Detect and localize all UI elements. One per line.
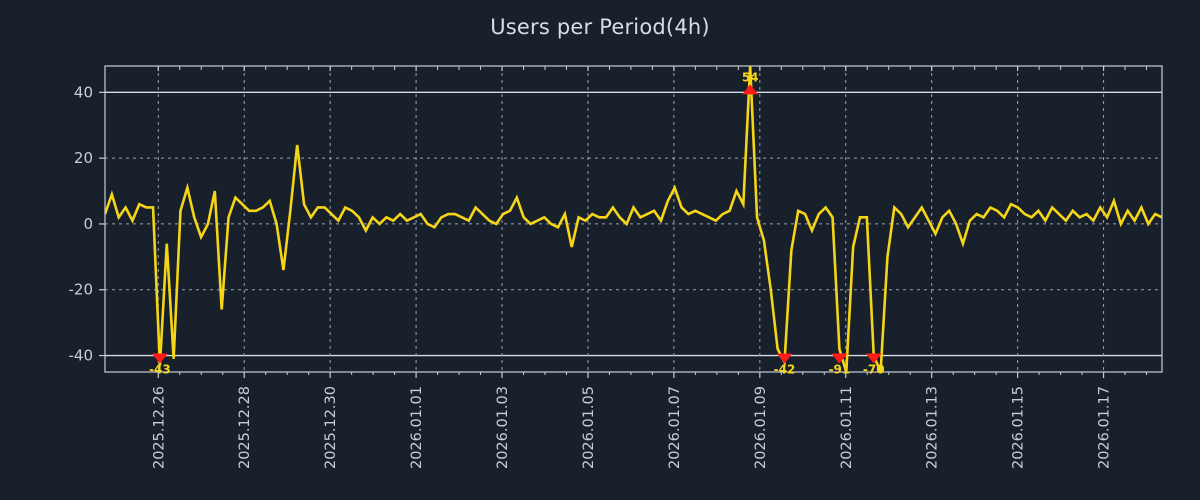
- series-line: [105, 66, 1162, 372]
- chart-title: Users per Period(4h): [490, 15, 710, 39]
- grid-lines: [104, 65, 1163, 373]
- x-tick-label: 2026.01.09: [753, 386, 769, 469]
- x-tick-label: 2025.12.28: [237, 386, 253, 469]
- annotation-markers: 54 -43 -42 -91 -70: [149, 70, 885, 376]
- annotation-marker-triangle: [831, 353, 848, 364]
- x-tick-label: 2025.12.26: [151, 386, 167, 469]
- x-tick-label: 2026.01.17: [1097, 386, 1113, 469]
- x-tick-label: 2026.01.11: [839, 386, 855, 469]
- x-tick-label: 2026.01.07: [667, 386, 683, 469]
- annotation-marker-triangle: [742, 84, 759, 95]
- x-tick-label: 2026.01.05: [581, 386, 597, 469]
- x-tick-label: 2025.12.30: [323, 386, 339, 469]
- x-tick-label: 2026.01.13: [925, 386, 941, 469]
- plot-border: [104, 65, 1163, 373]
- y-tick-label: 40: [74, 83, 93, 101]
- annotation-value-label: -42: [774, 363, 796, 377]
- y-tick-label: -20: [69, 281, 94, 299]
- y-tick-label: -40: [69, 347, 94, 365]
- y-tick-label: 0: [83, 215, 93, 233]
- annotation-value-label: 54: [742, 70, 759, 84]
- annotation-marker-triangle: [151, 353, 168, 364]
- annotation-value-label: -43: [149, 363, 171, 377]
- x-tick-label: 2026.01.03: [495, 386, 511, 469]
- annotation-marker-triangle: [865, 353, 882, 364]
- annotation-marker-triangle: [776, 353, 793, 364]
- x-tick-label: 2026.01.01: [409, 386, 425, 469]
- x-axis: 2025.12.26 2025.12.28 2025.12.30 2026.01.01…: [151, 66, 1148, 469]
- annotation-value-label: -70: [863, 363, 885, 377]
- annotation-value-label: -91: [829, 363, 851, 377]
- y-tick-label: 20: [74, 149, 93, 167]
- x-tick-label: 2026.01.15: [1011, 386, 1027, 469]
- y-axis: 40 20 0 -20 -40: [69, 83, 105, 365]
- data-series-line: [105, 66, 1162, 372]
